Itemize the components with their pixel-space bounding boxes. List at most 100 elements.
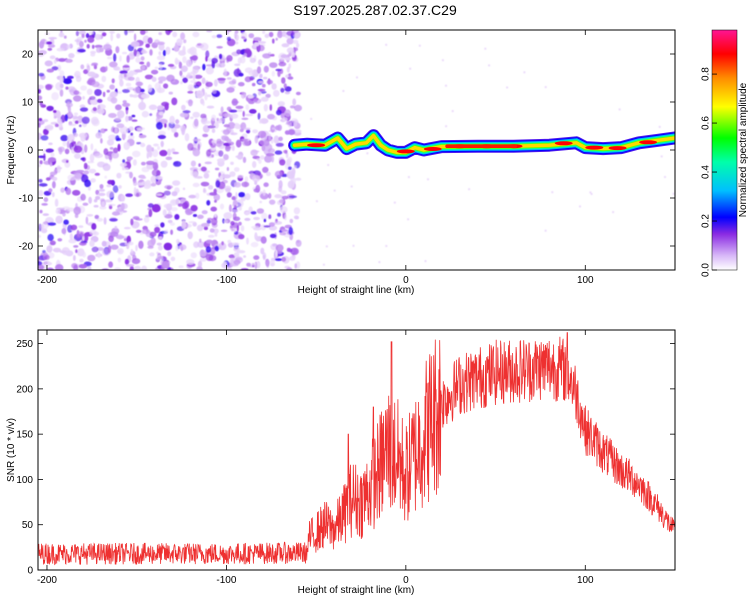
noise-speck (49, 240, 56, 246)
noise-speck (63, 35, 67, 39)
noise-speck (244, 211, 251, 215)
noise-speck (168, 122, 175, 129)
noise-speck (127, 241, 134, 246)
noise-speck (286, 37, 294, 45)
noise-speck (119, 162, 127, 167)
noise-speck (203, 172, 210, 179)
noise-speck (198, 163, 201, 168)
noise-speck (68, 53, 75, 59)
noise-speck (158, 80, 163, 84)
noise-speck (47, 47, 53, 51)
snr-y-tick-label: 250 (16, 339, 33, 350)
noise-speck (190, 160, 196, 167)
noise-speck (295, 91, 301, 96)
noise-speck (290, 247, 299, 256)
noise-speck (272, 243, 277, 247)
noise-speck (262, 252, 267, 261)
noise-speck (286, 267, 293, 270)
snr-y-tick-label: 50 (22, 520, 34, 531)
noise-speck (38, 179, 43, 183)
noise-speck (262, 30, 266, 34)
noise-speck (106, 89, 111, 93)
noise-speck (50, 152, 55, 157)
noise-speck (199, 238, 202, 243)
noise-speck (205, 246, 212, 253)
spectrogram-y-tick-label: 10 (22, 98, 34, 109)
noise-speck (100, 138, 103, 144)
noise-speck (67, 86, 76, 91)
noise-speck (274, 150, 283, 155)
noise-speck (234, 63, 241, 67)
noise-speck (134, 69, 143, 73)
noise-speck (145, 179, 151, 187)
noise-speck (211, 154, 214, 158)
noise-speck (231, 242, 240, 246)
noise-speck (544, 86, 547, 89)
noise-speck (278, 180, 283, 189)
noise-speck (109, 147, 114, 150)
noise-speck (271, 70, 275, 77)
noise-speck (213, 188, 217, 194)
noise-speck (148, 150, 153, 158)
noise-speck (113, 53, 117, 62)
noise-speck (259, 119, 263, 124)
noise-speck (175, 119, 180, 124)
noise-speck (187, 72, 191, 78)
noise-speck (126, 55, 130, 63)
noise-speck (136, 142, 142, 145)
noise-speck (46, 105, 54, 112)
noise-speck (284, 109, 291, 117)
noise-speck (71, 115, 79, 120)
noise-speck (41, 221, 49, 230)
noise-speck (119, 126, 129, 135)
noise-speck (48, 142, 53, 146)
noise-speck (91, 223, 97, 230)
noise-speck (63, 78, 72, 85)
noise-speck (216, 117, 219, 122)
noise-speck (202, 63, 206, 71)
noise-speck (80, 193, 86, 201)
noise-speck (133, 48, 137, 57)
noise-speck (157, 245, 163, 251)
noise-speck (38, 234, 42, 238)
noise-speck (101, 240, 107, 247)
noise-speck (184, 133, 190, 142)
noise-speck (211, 114, 217, 122)
noise-speck (128, 70, 134, 77)
noise-speck (90, 178, 96, 183)
noise-speck (46, 68, 54, 73)
noise-speck (244, 48, 251, 55)
noise-speck (240, 225, 245, 232)
noise-speck (59, 83, 64, 89)
noise-speck (116, 67, 121, 71)
noise-speck (170, 256, 176, 262)
noise-speck (169, 115, 175, 124)
noise-speck (204, 161, 212, 165)
noise-speck (93, 204, 99, 208)
noise-speck (46, 245, 53, 253)
noise-speck (236, 67, 240, 76)
noise-speck (181, 104, 186, 111)
noise-speck (268, 222, 275, 227)
noise-speck (280, 87, 285, 93)
noise-speck (203, 226, 208, 231)
noise-speck (82, 202, 89, 206)
noise-speck (125, 115, 129, 123)
noise-speck (55, 208, 61, 214)
noise-speck (243, 127, 251, 130)
noise-speck (263, 225, 271, 228)
noise-speck (211, 35, 217, 39)
noise-speck (214, 79, 218, 87)
noise-speck (59, 70, 65, 77)
noise-speck (418, 44, 421, 47)
noise-speck (47, 222, 57, 226)
noise-speck (246, 129, 251, 134)
noise-speck (91, 44, 95, 49)
noise-speck (151, 204, 161, 213)
noise-speck (244, 217, 251, 221)
noise-speck (255, 235, 261, 242)
noise-speck (133, 86, 141, 95)
noise-speck (270, 53, 275, 57)
noise-speck (235, 105, 244, 110)
noise-speck (156, 255, 164, 261)
